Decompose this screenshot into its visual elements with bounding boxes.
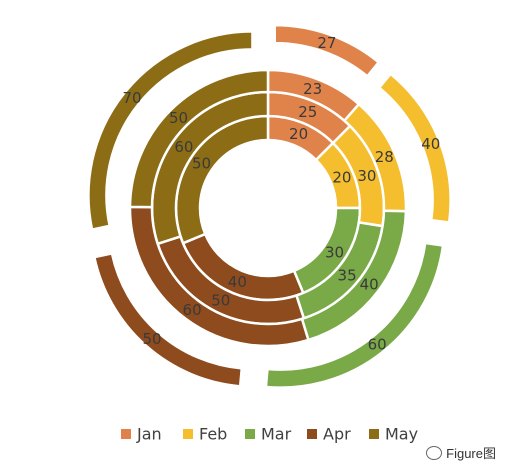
data-label-ring1-jan: 20	[289, 125, 308, 143]
watermark: Figure图	[426, 443, 496, 462]
legend-swatch-mar	[245, 429, 255, 439]
wechat-icon	[426, 445, 443, 460]
data-label-ring1-apr: 40	[228, 273, 247, 291]
legend-swatch-apr	[307, 429, 317, 439]
legend-label-apr: Apr	[323, 425, 351, 444]
legend-label-may: May	[385, 425, 418, 444]
data-label-ring4-mar: 60	[368, 336, 387, 354]
watermark-text: Figure图	[446, 446, 496, 461]
data-label-ring3-jan: 23	[303, 80, 322, 98]
data-label-ring2-mar: 35	[338, 267, 357, 285]
data-label-ring1-feb: 20	[332, 168, 351, 186]
data-label-ring4-feb: 40	[421, 135, 440, 153]
data-label-ring4-apr: 50	[142, 330, 161, 348]
slice-ring4-mar	[264, 241, 445, 389]
data-label-ring3-may: 50	[169, 109, 188, 127]
data-label-ring2-jan: 25	[298, 103, 317, 121]
legend-label-mar: Mar	[261, 425, 292, 444]
data-label-ring3-apr: 60	[183, 301, 202, 319]
legend-swatch-jan	[121, 429, 131, 439]
slice-ring4-apr	[92, 251, 244, 388]
legend-swatch-may	[369, 429, 379, 439]
data-label-ring3-feb: 28	[375, 148, 394, 166]
data-label-ring1-mar: 30	[325, 243, 344, 261]
data-label-ring4-may: 70	[122, 89, 141, 107]
legend-swatch-feb	[183, 429, 193, 439]
legend-label-jan: Jan	[136, 425, 162, 444]
slice-ring4-feb	[377, 72, 452, 224]
data-label-ring3-mar: 40	[360, 276, 379, 294]
slice-ring3-may	[128, 68, 270, 209]
data-label-ring2-apr: 50	[211, 292, 230, 310]
rings-group	[87, 23, 452, 389]
legend: Jan Feb Mar Apr May	[121, 425, 418, 444]
legend-label-feb: Feb	[199, 425, 227, 444]
slice-ring4-may	[87, 30, 254, 232]
data-label-ring1-may: 50	[192, 155, 211, 173]
slice-ring4-jan	[273, 23, 381, 79]
data-label-ring2-may: 60	[174, 138, 193, 156]
data-label-ring4-jan: 27	[317, 34, 336, 52]
data-label-ring2-feb: 30	[357, 167, 376, 185]
